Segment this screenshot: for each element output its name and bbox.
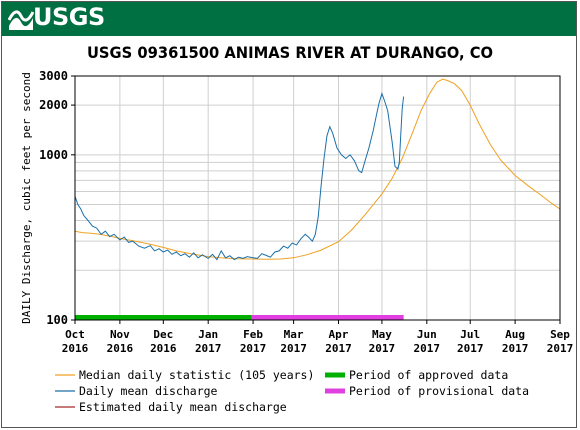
x-tick-month: Apr [329, 328, 349, 341]
y-tick-label: 100 [46, 313, 68, 327]
chart-title: USGS 09361500 ANIMAS RIVER AT DURANGO, C… [86, 43, 494, 62]
legend-label-2: Estimated daily mean discharge [79, 400, 287, 414]
y-tick-label: 1000 [39, 148, 68, 162]
y-tick-label: 3000 [39, 69, 68, 83]
plot-area [75, 76, 560, 320]
x-tick-month: Dec [153, 328, 173, 341]
plot-frame [74, 75, 561, 321]
x-tick-month: Feb [243, 328, 263, 341]
x-tick-year: 2017 [369, 342, 396, 355]
legend-label-0: Median daily statistic (105 years) [79, 368, 314, 382]
usgs-logo-icon [8, 10, 34, 30]
y-axis-label: DAILY Discharge, cubic feet per second [20, 72, 33, 324]
x-tick-month: Nov [110, 328, 130, 341]
legend-label-3: Period of approved data [349, 368, 508, 382]
period-bar-0 [75, 315, 252, 320]
x-tick-year: 2016 [107, 342, 134, 355]
x-tick-month: Oct [65, 328, 85, 341]
x-tick-month: Aug [505, 328, 525, 341]
x-tick-year: 2017 [325, 342, 352, 355]
usgs-logo-text: USGS [33, 3, 105, 31]
x-tick-year: 2017 [414, 342, 441, 355]
x-tick-year: 2016 [150, 342, 177, 355]
legend-label-4: Period of provisional data [349, 384, 529, 398]
x-tick-month: Mar [284, 328, 304, 341]
x-tick-month: Jun [417, 328, 437, 341]
period-bar-1 [251, 315, 404, 320]
series-line-1 [74, 91, 405, 261]
x-tick-year: 2017 [547, 342, 574, 355]
legend-label-1: Daily mean discharge [79, 384, 218, 398]
y-tick-label: 2000 [39, 98, 68, 112]
x-tick-year: 2017 [240, 342, 267, 355]
x-tick-year: 2017 [457, 342, 484, 355]
usgs-banner: USGS [2, 2, 576, 36]
x-tick-year: 2017 [280, 342, 307, 355]
x-tick-year: 2017 [502, 342, 529, 355]
x-tick-month: May [372, 328, 392, 341]
x-tick-year: 2016 [62, 342, 89, 355]
x-tick-month: Jan [198, 328, 218, 341]
x-tick-year: 2017 [195, 342, 222, 355]
x-tick-month: Sep [550, 328, 570, 341]
x-tick-month: Jul [460, 328, 480, 341]
series-line-0 [74, 78, 561, 260]
